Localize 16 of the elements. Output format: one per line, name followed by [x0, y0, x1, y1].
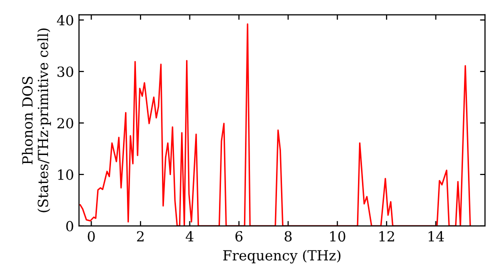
line-series — [80, 23, 471, 226]
x-axis-title: Frequency (THz) — [223, 250, 340, 264]
y-tick-label: 20 — [57, 118, 74, 128]
x-tick-label: 4 — [186, 231, 194, 242]
x-tick-label: 14 — [428, 231, 444, 242]
x-tick-label: 0 — [88, 231, 95, 242]
x-tick-label: 10 — [330, 231, 346, 242]
y-tick-label: 30 — [58, 66, 74, 77]
y-tick-label: 0 — [66, 220, 74, 232]
x-tick-label: 6 — [235, 231, 242, 242]
x-tick-label: 12 — [379, 231, 394, 242]
y-tick-label: 40 — [56, 14, 74, 26]
y-tick-label: 10 — [58, 169, 74, 180]
x-tick-label: 2 — [137, 231, 144, 242]
y-axis-title: Phonon DOS (States/THz·primitive cell) — [22, 28, 51, 212]
x-tick-label: 8 — [284, 231, 292, 242]
